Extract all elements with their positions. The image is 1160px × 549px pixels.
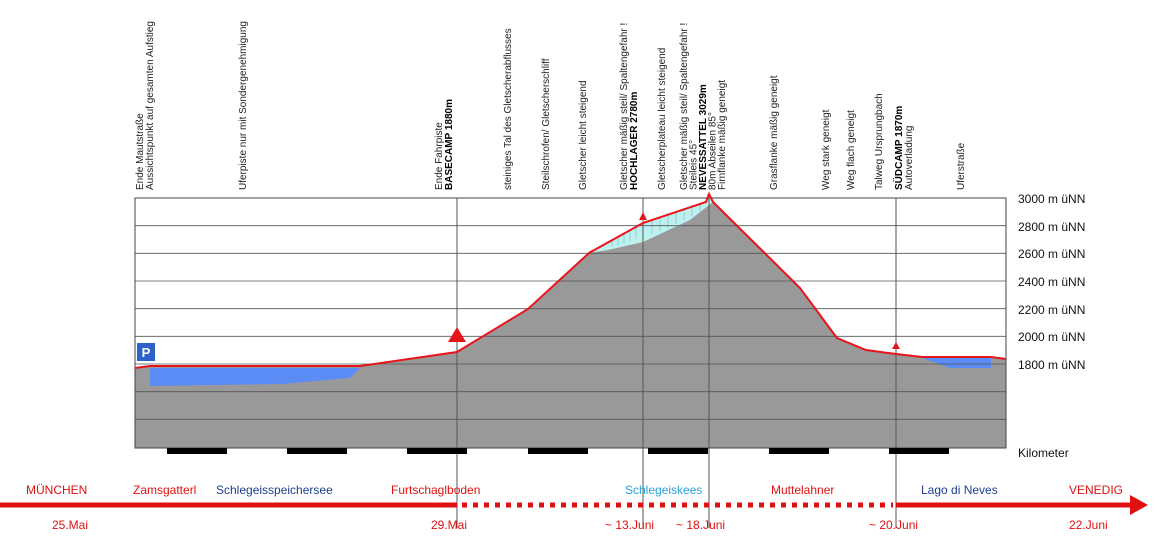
annotation-column: Weg flach geneigt	[846, 110, 857, 190]
annotation-column: Gletscher mäßig steil/ Spaltengefahr ! HO…	[619, 23, 640, 190]
elevation-profile-line	[134, 191, 1007, 369]
altitude-label: 1800 m üNN	[1018, 358, 1085, 372]
station-lago-di-neves: Lago di Neves	[921, 483, 998, 497]
camp-markers	[456, 198, 897, 528]
annotation-line: SÜDCAMP 1870m	[892, 106, 905, 190]
station-venedig: VENEDIG	[1069, 483, 1123, 497]
annotation-line: Weg stark geneigt	[821, 109, 832, 190]
altitude-axis-labels: 3000 m üNN 2800 m üNN 2600 m üNN 2400 m …	[1018, 192, 1085, 372]
route-stations: MÜNCHEN Zamsgatterl Schlegeisspeichersee…	[26, 483, 1123, 497]
date-label: ~ 18.Juni	[676, 518, 725, 532]
arrow-right-icon	[1130, 495, 1148, 515]
station-schlegeiskees: Schlegeiskees	[625, 483, 702, 497]
annotation-line: Steilschrofen/ Gletscherschliff	[541, 58, 552, 190]
annotation-line: Steileis 45°	[689, 140, 700, 190]
annotation-line: Grasflanke mäßig geneigt	[769, 75, 780, 190]
annotation-column: Grasflanke mäßig geneigt	[769, 75, 780, 190]
altitude-label: 2200 m üNN	[1018, 303, 1085, 317]
altitude-label: 2000 m üNN	[1018, 330, 1085, 344]
annotation-column: Uferstraße	[956, 142, 967, 190]
annotation-line: Ende Fahrpiste	[434, 122, 445, 190]
station-muenchen: MÜNCHEN	[26, 483, 87, 497]
lake-schlegeisspeicher	[150, 368, 360, 386]
camp-tent-icon	[448, 327, 466, 342]
annotation-line: Autoverladung	[904, 126, 915, 191]
annotation-column: Gletscher mäßig steil/ Spaltengefahr !St…	[679, 23, 728, 190]
altitude-label: 2600 m üNN	[1018, 247, 1085, 261]
parking-icon: P	[137, 343, 155, 361]
annotation-line: Aussichtspunkt auf gesamten Aufstieg	[145, 21, 156, 190]
annotation-column: Talweg Ursprungbach	[874, 93, 885, 190]
annotation-column: Uferpiste nur mit Sondergenehmigung	[238, 21, 249, 190]
parking-label: P	[142, 345, 151, 360]
annotation-line: steiniges Tal des Gletscherabflusses	[503, 28, 514, 190]
date-label: 29.Mai	[431, 518, 467, 532]
altitude-label: 2400 m üNN	[1018, 275, 1085, 289]
terrain-area	[135, 194, 1006, 448]
annotation-line: HOCHLAGER 2780m	[629, 92, 640, 190]
annotation-line: NEVESSATTEL 3029m	[698, 84, 709, 190]
annotation-line: Ende Mautstraße	[135, 113, 146, 190]
altitude-label: 3000 m üNN	[1018, 192, 1085, 206]
annotation-column: steiniges Tal des Gletscherabflusses	[503, 28, 514, 190]
station-schlegeisspeichersee: Schlegeisspeichersee	[216, 483, 333, 497]
camp-tent-icon	[639, 212, 647, 220]
annotation-line: Talweg Ursprungbach	[874, 93, 885, 190]
annotation-line: 80m Abseilen 85°	[708, 112, 719, 190]
annotation-line: Uferstraße	[956, 142, 967, 190]
annotation-column: Gletscher leicht steigend	[578, 80, 589, 190]
annotation-line: Weg flach geneigt	[846, 110, 857, 190]
annotation-line: Gletscher mäßig steil/ Spaltengefahr !	[619, 23, 630, 190]
altitude-label: 2800 m üNN	[1018, 220, 1085, 234]
camp-tent-icon	[892, 342, 900, 349]
date-label: ~ 20.Juni	[869, 518, 918, 532]
kilometer-scale-bar	[167, 448, 949, 454]
station-zamsgatterl: Zamsgatterl	[133, 483, 196, 497]
date-label: 22.Juni	[1069, 518, 1108, 532]
lake-neves	[922, 358, 991, 368]
annotation-column: Weg stark geneigt	[821, 109, 832, 190]
kilometer-label: Kilometer	[1018, 446, 1069, 460]
annotation-column: Ende Mautstraße Aussichtspunkt auf gesamt…	[135, 21, 156, 190]
annotation-line: Gletscherplateau leicht steigend	[657, 48, 668, 190]
annotation-line: Gletscher mäßig steil/ Spaltengefahr !	[679, 23, 690, 190]
date-label: ~ 13.Juni	[605, 518, 654, 532]
route-timeline	[0, 495, 1148, 515]
glacier-area	[589, 194, 713, 253]
annotation-line: Gletscher leicht steigend	[578, 80, 589, 190]
annotation-line: Firnflanke mäßig geneigt	[717, 80, 728, 190]
segment-annotations: Ende Mautstraße Aussichtspunkt auf gesamt…	[135, 21, 967, 190]
annotation-column: SÜDCAMP 1870m Autoverladung	[892, 106, 915, 190]
annotation-column: Ende Fahrpiste BASECAMP 1880m	[434, 99, 455, 190]
station-furtschaglboden: Furtschaglboden	[391, 483, 480, 497]
annotation-column: Steilschrofen/ Gletscherschliff	[541, 58, 552, 190]
route-dates: 25.Mai 29.Mai ~ 13.Juni ~ 18.Juni ~ 20.J…	[52, 518, 1108, 532]
station-muttelahner: Muttelahner	[771, 483, 834, 497]
date-label: 25.Mai	[52, 518, 88, 532]
annotation-line: Uferpiste nur mit Sondergenehmigung	[238, 21, 249, 190]
annotation-column: Gletscherplateau leicht steigend	[657, 48, 668, 190]
annotation-line: BASECAMP 1880m	[444, 99, 455, 190]
